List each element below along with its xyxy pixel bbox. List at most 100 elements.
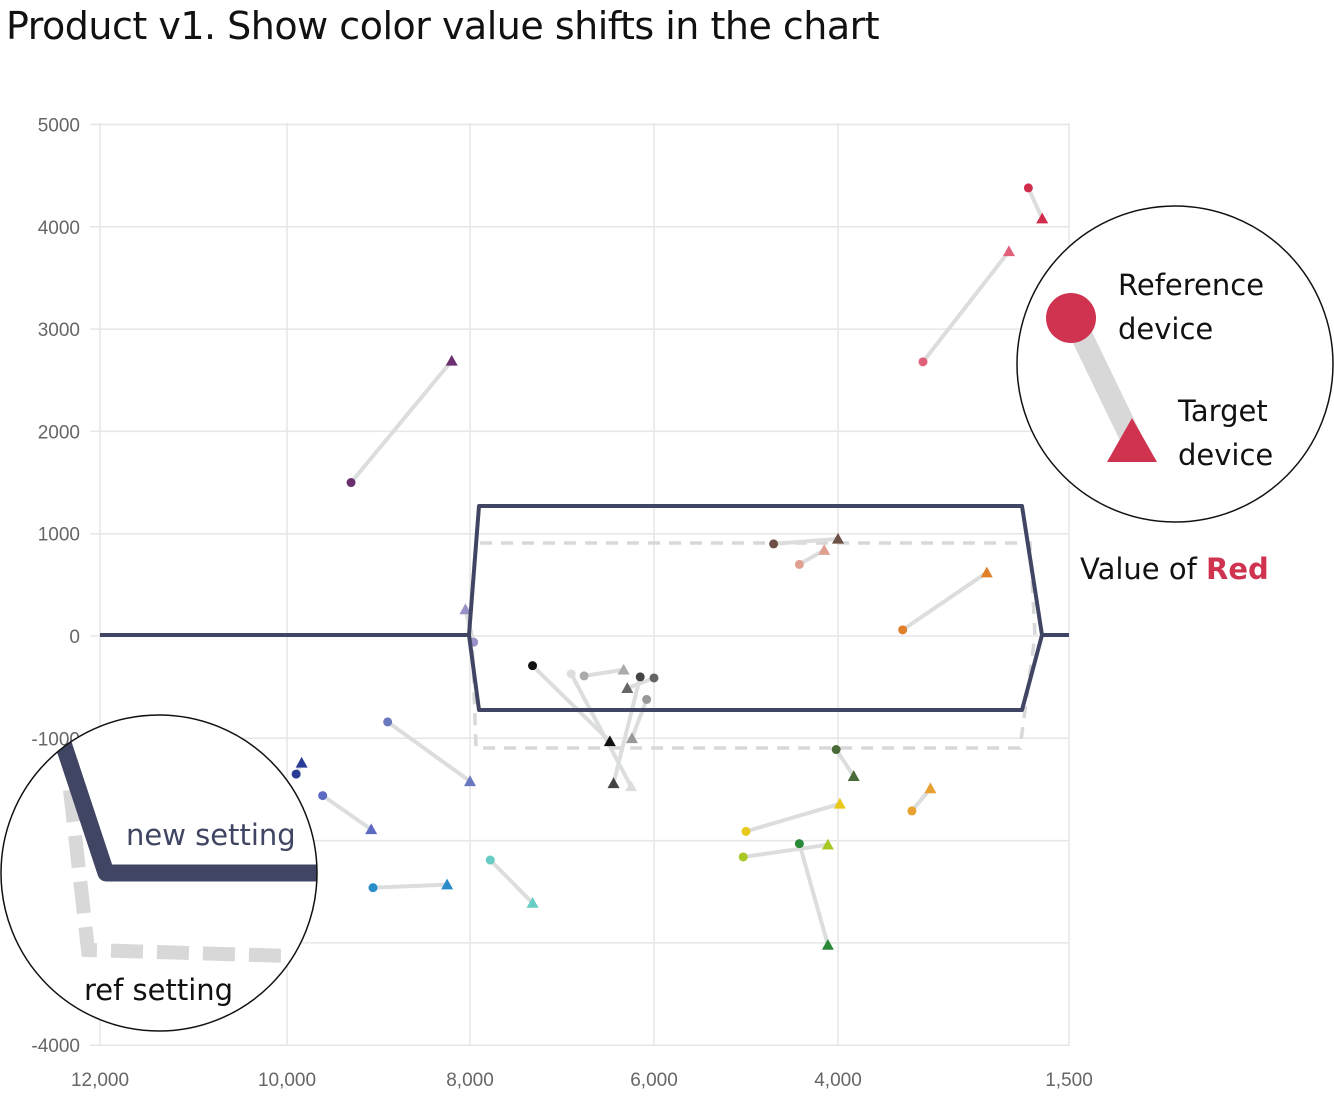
shift-connector-8 — [569, 671, 633, 789]
new-setting-curve — [100, 504, 1069, 712]
reference-point-13 — [383, 717, 393, 727]
target-point-21 — [821, 938, 834, 950]
legend-target-label-1: Target — [1177, 394, 1268, 428]
shift-connector-21 — [797, 841, 830, 947]
value-label-prefix: Value of — [1080, 552, 1206, 586]
target-point-22 — [924, 782, 937, 794]
reference-point-20 — [738, 852, 748, 862]
reference-point-12 — [642, 694, 652, 704]
legend-reference-label-2: device — [1118, 312, 1213, 346]
shift-marks — [291, 183, 1049, 950]
grid — [90, 123, 1070, 1046]
reference-point-18 — [831, 745, 841, 755]
target-point-20 — [821, 838, 834, 850]
shift-connector-19 — [744, 801, 842, 834]
target-point-8 — [625, 780, 637, 792]
reference-point-8 — [566, 669, 576, 679]
reference-point-22 — [907, 806, 917, 816]
shift-connector-13 — [385, 719, 472, 784]
target-point-4 — [818, 544, 831, 555]
reference-point-21 — [794, 839, 804, 849]
target-point-18 — [847, 770, 860, 781]
target-point-2 — [445, 354, 458, 366]
target-point-13 — [464, 775, 476, 787]
zoom-new-setting-line — [53, 731, 317, 882]
target-point-16 — [441, 878, 454, 890]
target-point-0 — [1036, 212, 1049, 224]
x-axis-ticks: 12,000 10,000 8,000 6,000 4,000 1,500 — [71, 1070, 1093, 1091]
zoom-ref-setting-line — [63, 789, 291, 963]
shift-connector-16 — [371, 882, 450, 890]
target-point-5 — [980, 566, 993, 578]
reference-point-0 — [1023, 183, 1033, 193]
reference-point-14 — [291, 769, 301, 779]
legend-target-label-2: device — [1178, 438, 1273, 472]
reference-point-16 — [368, 883, 378, 893]
reference-point-3 — [769, 539, 779, 549]
x-tick-label: 1,500 — [1045, 1070, 1093, 1091]
x-tick-label: 10,000 — [258, 1070, 316, 1091]
target-point-19 — [833, 797, 846, 809]
shift-connector-18 — [834, 747, 856, 779]
x-tick-label: 4,000 — [814, 1070, 862, 1091]
y-tick-label: 1000 — [38, 525, 80, 546]
target-point-6 — [459, 603, 472, 615]
y-tick-label: 3000 — [38, 320, 80, 341]
shift-connectors — [294, 185, 1045, 947]
shift-connector-2 — [349, 358, 454, 485]
shift-connector-7 — [530, 663, 612, 744]
shift-connector-17 — [488, 858, 535, 906]
legend-reference-label-1: Reference — [1118, 268, 1264, 302]
shift-connector-20 — [741, 842, 830, 859]
shift-connector-1 — [921, 249, 1011, 364]
zoom-ref-setting-label: ref setting — [84, 973, 233, 1007]
shift-connector-9 — [582, 667, 626, 678]
zoom-inset: new setting ref setting — [0, 714, 318, 1032]
target-point-11 — [621, 682, 634, 693]
reference-point-2 — [346, 478, 356, 488]
x-tick-label: 12,000 — [71, 1070, 129, 1091]
reference-point-10 — [635, 672, 645, 682]
reference-point-17 — [485, 855, 495, 865]
reference-point-5 — [898, 625, 908, 635]
chart-title: Product v1. Show color value shifts in t… — [6, 4, 880, 48]
y-tick-label: 4000 — [38, 218, 80, 239]
shift-connector-10 — [611, 674, 643, 786]
shift-connector-3 — [771, 536, 840, 546]
reference-point-4 — [794, 559, 804, 569]
legend: Reference device Target device — [1016, 205, 1334, 523]
reference-point-19 — [741, 826, 751, 836]
value-label-highlight: Red — [1206, 552, 1269, 586]
target-point-14 — [295, 756, 308, 768]
target-point-3 — [832, 532, 844, 544]
y-tick-label: 0 — [69, 627, 80, 648]
legend-reference-dot — [1046, 293, 1096, 343]
target-point-12 — [625, 732, 638, 744]
value-label: Value of Red — [1080, 552, 1269, 586]
legend-target-triangle — [1107, 418, 1157, 462]
reference-point-7 — [528, 661, 538, 671]
shift-connector-15 — [320, 793, 374, 832]
shift-connector-12 — [629, 697, 649, 741]
shift-connector-5 — [900, 570, 989, 632]
x-tick-label: 6,000 — [630, 1070, 678, 1091]
x-tick-label: 8,000 — [446, 1070, 494, 1091]
reference-point-1 — [918, 357, 928, 367]
zoom-new-setting-label: new setting — [126, 818, 296, 852]
shift-connector-0 — [1026, 185, 1045, 221]
reference-point-15 — [318, 791, 328, 801]
target-point-9 — [617, 663, 630, 675]
y-tick-label: 2000 — [38, 422, 80, 443]
target-point-10 — [607, 777, 620, 789]
target-point-15 — [365, 823, 378, 835]
ref-setting-curve — [470, 541, 1037, 750]
target-point-7 — [603, 735, 616, 747]
shift-connector-11 — [625, 675, 656, 691]
reference-point-11 — [649, 673, 659, 683]
y-tick-label: -4000 — [31, 1036, 80, 1057]
target-point-17 — [526, 897, 539, 908]
y-tick-label: 5000 — [38, 116, 80, 137]
reference-point-9 — [579, 671, 589, 681]
